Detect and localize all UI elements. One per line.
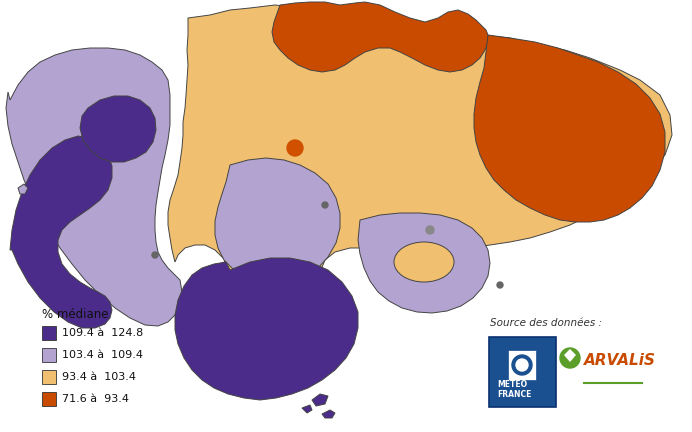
FancyBboxPatch shape: [42, 348, 56, 362]
Polygon shape: [18, 184, 28, 194]
Circle shape: [560, 348, 580, 368]
Polygon shape: [312, 394, 328, 406]
Circle shape: [287, 140, 303, 156]
Text: 103.4 à  109.4: 103.4 à 109.4: [62, 350, 143, 360]
Polygon shape: [6, 48, 182, 326]
Polygon shape: [215, 158, 340, 284]
Polygon shape: [474, 35, 665, 222]
Polygon shape: [358, 213, 490, 313]
Polygon shape: [10, 136, 112, 328]
Circle shape: [110, 143, 120, 153]
Circle shape: [516, 359, 528, 371]
Text: 93.4 à  103.4: 93.4 à 103.4: [62, 372, 136, 382]
Text: Source des données :: Source des données :: [490, 318, 602, 328]
Polygon shape: [322, 410, 335, 418]
Polygon shape: [80, 96, 156, 162]
Text: 71.6 à  93.4: 71.6 à 93.4: [62, 394, 129, 404]
Circle shape: [497, 282, 503, 288]
FancyBboxPatch shape: [42, 326, 56, 340]
Text: 109.4 à  124.8: 109.4 à 124.8: [62, 328, 143, 338]
Circle shape: [426, 226, 434, 234]
Polygon shape: [564, 349, 576, 362]
Polygon shape: [272, 2, 488, 72]
FancyBboxPatch shape: [508, 350, 536, 380]
FancyBboxPatch shape: [489, 337, 556, 407]
Circle shape: [152, 252, 158, 258]
Ellipse shape: [394, 242, 454, 282]
Text: ARVALiS: ARVALiS: [584, 353, 656, 368]
Polygon shape: [175, 258, 358, 400]
Circle shape: [322, 202, 328, 208]
Polygon shape: [302, 405, 312, 413]
FancyBboxPatch shape: [42, 392, 56, 406]
Polygon shape: [168, 5, 672, 342]
Text: % médiane: % médiane: [42, 308, 109, 321]
Text: METEO: METEO: [497, 380, 527, 389]
Circle shape: [512, 355, 532, 375]
Text: FRANCE: FRANCE: [497, 390, 531, 399]
FancyBboxPatch shape: [42, 370, 56, 384]
